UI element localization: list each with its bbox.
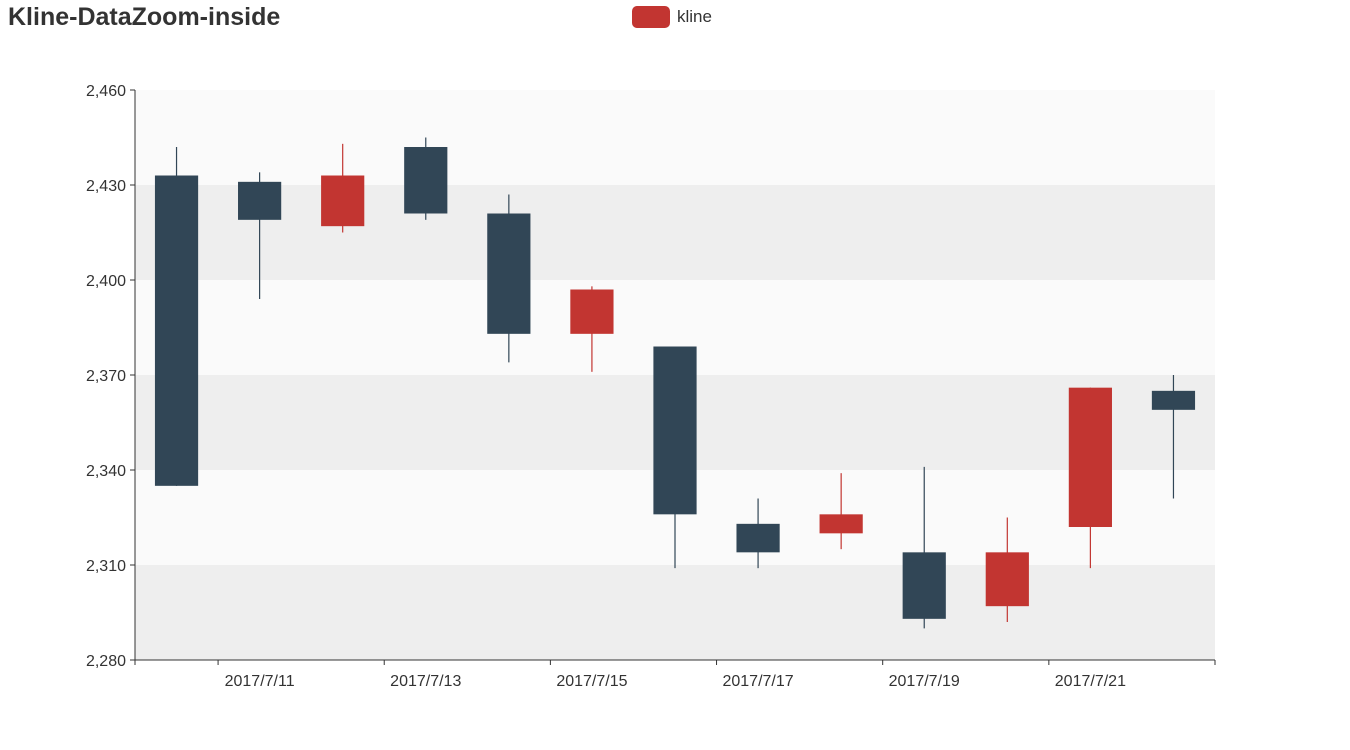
x-tick-label: 2017/7/19 (889, 673, 960, 690)
x-tick-label: 2017/7/17 (722, 673, 793, 690)
chart-title: Kline-DataZoom-inside (8, 3, 281, 31)
x-tick-label: 2017/7/13 (390, 673, 461, 690)
candle[interactable] (154, 147, 199, 486)
y-axis: 2,280 2,310 2,340 2,370 2,400 2,430 2,460 (86, 83, 136, 670)
candle-body (819, 514, 863, 534)
grid-band (135, 90, 1215, 185)
x-tick-label: 2017/7/21 (1055, 673, 1126, 690)
candle[interactable] (736, 498, 780, 569)
candle-body (653, 346, 697, 515)
candle-body (321, 175, 365, 227)
y-tick-label: 2,340 (86, 463, 126, 480)
candle-body (902, 552, 946, 619)
candle-body (154, 175, 199, 486)
legend-item-kline[interactable]: kline (632, 6, 712, 28)
grid-band (135, 185, 1215, 280)
candles (154, 137, 1196, 629)
candle-body (1068, 387, 1112, 527)
grid-band (135, 565, 1215, 660)
candle[interactable] (985, 517, 1029, 623)
candle-body (238, 181, 282, 220)
x-axis: 2017/7/11 2017/7/13 2017/7/15 2017/7/17 2017… (134, 659, 1216, 690)
y-tick-label: 2,280 (86, 653, 126, 670)
y-tick-label: 2,430 (86, 178, 126, 195)
candle[interactable] (653, 346, 697, 569)
candle[interactable] (902, 466, 946, 629)
candle[interactable] (238, 172, 282, 299)
candle-body (1151, 390, 1196, 410)
x-tick-label: 2017/7/15 (556, 673, 627, 690)
candle-body (985, 552, 1029, 607)
candle-body (404, 147, 448, 214)
candle-body (487, 213, 531, 334)
y-tick-label: 2,310 (86, 558, 126, 575)
y-tick-label: 2,370 (86, 368, 126, 385)
x-tick-label: 2017/7/11 (225, 673, 295, 690)
candle[interactable] (819, 473, 863, 550)
legend-swatch (632, 6, 670, 28)
y-tick-label: 2,460 (86, 83, 126, 100)
y-tick-label: 2,400 (86, 273, 126, 290)
candle-body (736, 523, 780, 553)
candle[interactable] (487, 194, 531, 363)
candle[interactable] (570, 286, 614, 372)
candle[interactable] (404, 137, 448, 220)
candle[interactable] (1068, 387, 1112, 569)
legend-label: kline (677, 7, 712, 26)
candle[interactable] (1151, 375, 1196, 499)
candle[interactable] (321, 143, 365, 233)
candle-body (570, 289, 614, 334)
